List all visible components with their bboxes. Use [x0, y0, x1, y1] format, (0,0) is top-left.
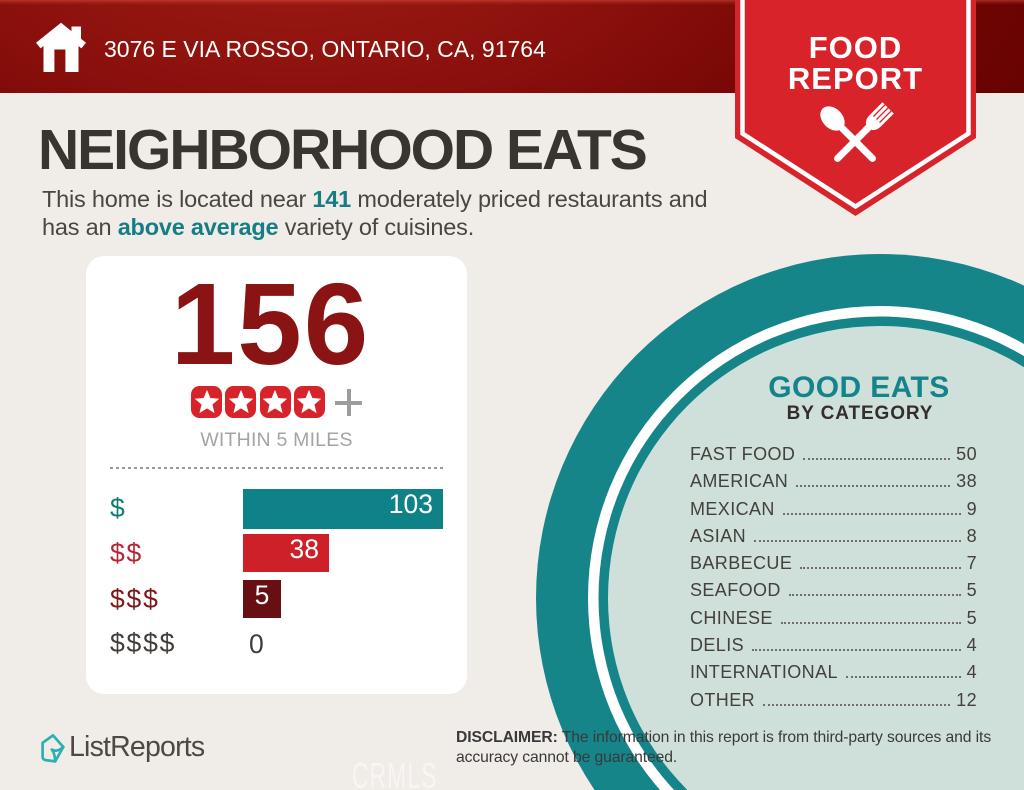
svg-text:FOOD: FOOD [809, 30, 903, 65]
svg-text:REPORT: REPORT [788, 61, 923, 96]
